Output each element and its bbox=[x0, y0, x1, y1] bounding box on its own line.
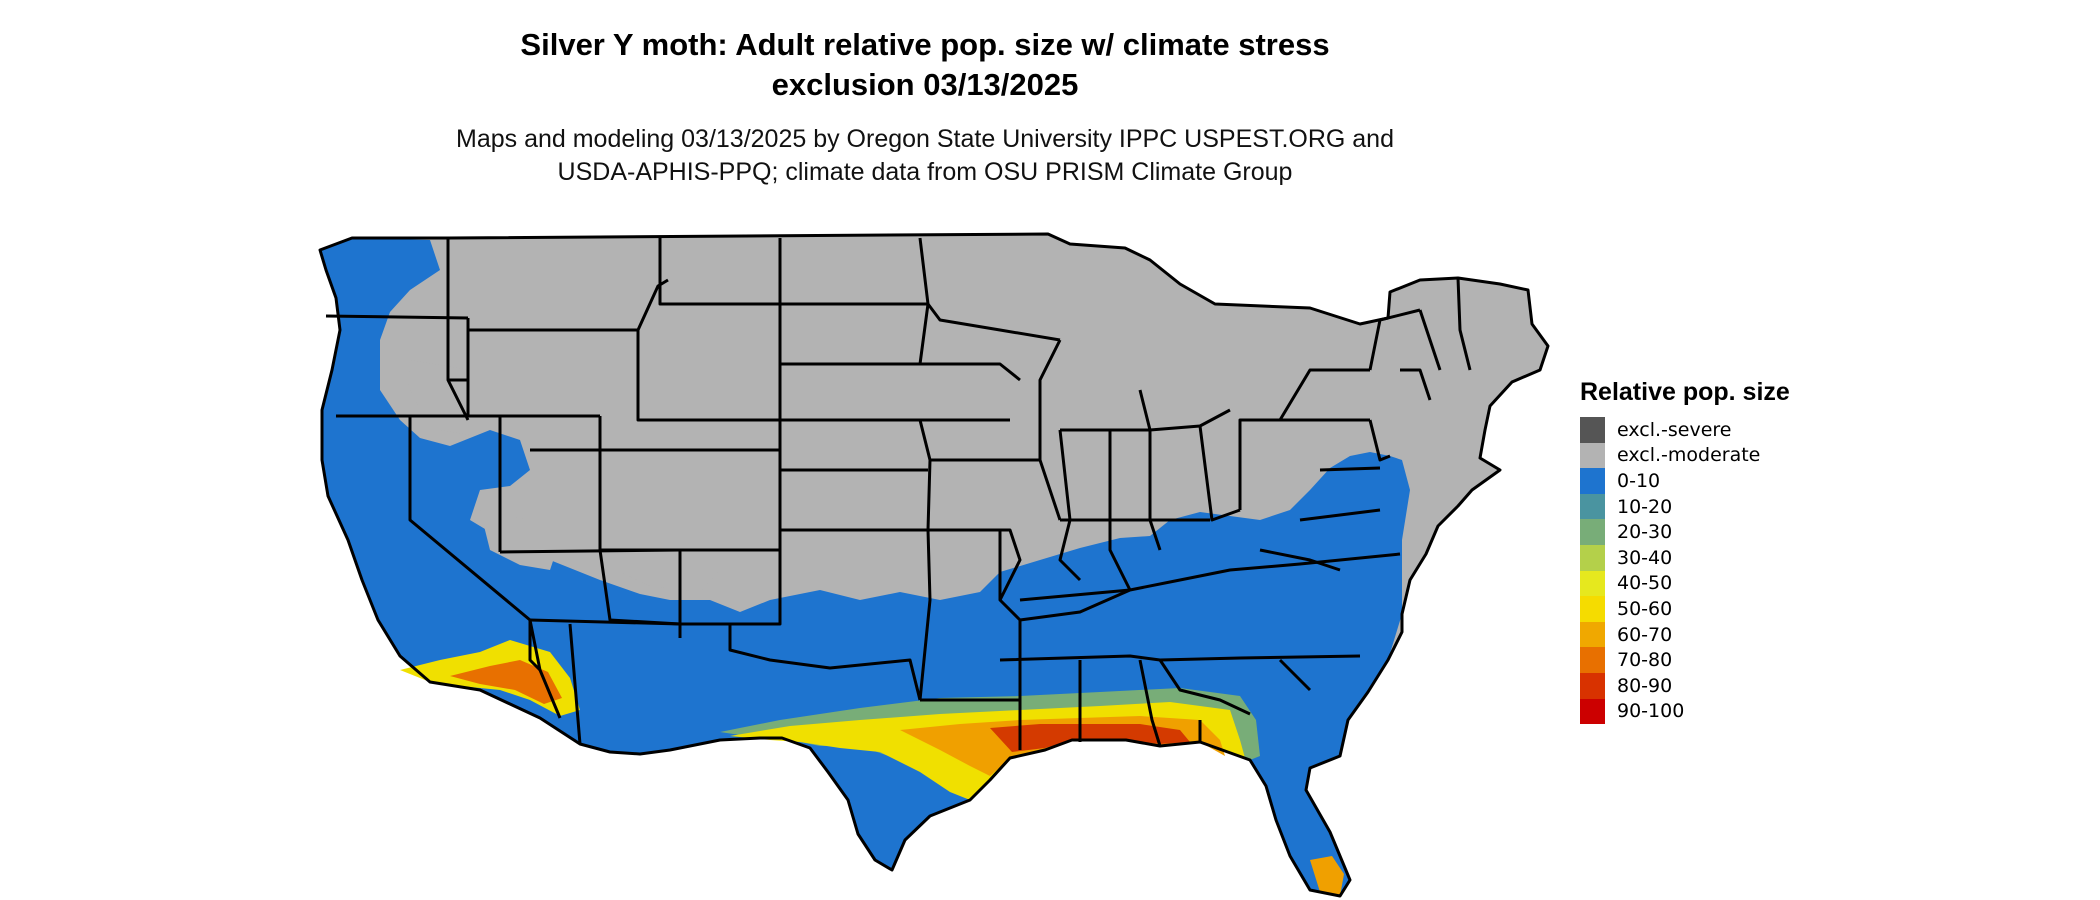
legend-item: 70-80 bbox=[1580, 647, 1790, 673]
legend-swatch bbox=[1580, 621, 1605, 648]
legend-label: 90-100 bbox=[1617, 700, 1685, 723]
legend-swatch bbox=[1580, 672, 1605, 699]
legend-item: excl.-severe bbox=[1580, 417, 1790, 443]
zone-grey-basin bbox=[408, 360, 720, 592]
map-subtitle-line1: Maps and modeling 03/13/2025 by Oregon S… bbox=[456, 125, 1394, 153]
us-map bbox=[318, 232, 1550, 898]
map-subtitle-line2: USDA-APHIS-PPQ; climate data from OSU PR… bbox=[557, 158, 1293, 186]
legend-item: 80-90 bbox=[1580, 672, 1790, 699]
legend-item: 90-100 bbox=[1580, 698, 1790, 725]
legend-swatch bbox=[1580, 698, 1605, 725]
legend-item: 0-10 bbox=[1580, 468, 1790, 494]
legend-label: 50-60 bbox=[1617, 597, 1673, 620]
legend-swatch bbox=[1580, 647, 1605, 673]
us-outline bbox=[318, 232, 1550, 898]
legend-swatch bbox=[1580, 570, 1605, 597]
legend-label: 10-20 bbox=[1617, 495, 1673, 518]
legend-label: 80-90 bbox=[1617, 674, 1673, 697]
legend-swatch bbox=[1580, 596, 1605, 622]
map-title-line1: Silver Y moth: Adult relative pop. size … bbox=[520, 27, 1330, 62]
legend-title: Relative pop. size bbox=[1580, 378, 1790, 406]
legend-label: 60-70 bbox=[1617, 623, 1673, 646]
legend-label: 40-50 bbox=[1617, 572, 1673, 595]
map-title-line2: exclusion 03/13/2025 bbox=[771, 67, 1079, 102]
state-borders bbox=[318, 232, 1550, 898]
legend-label: 30-40 bbox=[1617, 546, 1673, 569]
legend-swatch bbox=[1580, 519, 1605, 545]
legend-item: 10-20 bbox=[1580, 493, 1790, 520]
legend-label: 70-80 bbox=[1617, 649, 1673, 672]
legend-swatch bbox=[1580, 544, 1605, 571]
legend-label: 0-10 bbox=[1617, 469, 1661, 492]
legend-item: 20-30 bbox=[1580, 519, 1790, 545]
legend-label: excl.-moderate bbox=[1617, 444, 1761, 467]
legend: Relative pop. size excl.-severe excl.-mod… bbox=[1580, 378, 1790, 725]
legend-item: 30-40 bbox=[1580, 544, 1790, 571]
legend-swatch bbox=[1580, 493, 1605, 520]
zone-hot-southwest bbox=[450, 660, 562, 704]
legend-label: excl.-severe bbox=[1617, 418, 1732, 441]
legend-items: excl.-severe excl.-moderate 0-10 10-20 20-30… bbox=[1580, 417, 1790, 725]
legend-item: 60-70 bbox=[1580, 621, 1790, 648]
legend-swatch bbox=[1580, 468, 1605, 494]
legend-swatch bbox=[1580, 417, 1605, 443]
zone-warm-florida bbox=[1310, 856, 1344, 896]
legend-item: 40-50 bbox=[1580, 570, 1790, 597]
legend-label: 20-30 bbox=[1617, 521, 1673, 544]
zone-80-100-gulf bbox=[990, 724, 1190, 752]
legend-item: excl.-moderate bbox=[1580, 442, 1790, 469]
legend-swatch bbox=[1580, 442, 1605, 469]
legend-item: 50-60 bbox=[1580, 596, 1790, 622]
